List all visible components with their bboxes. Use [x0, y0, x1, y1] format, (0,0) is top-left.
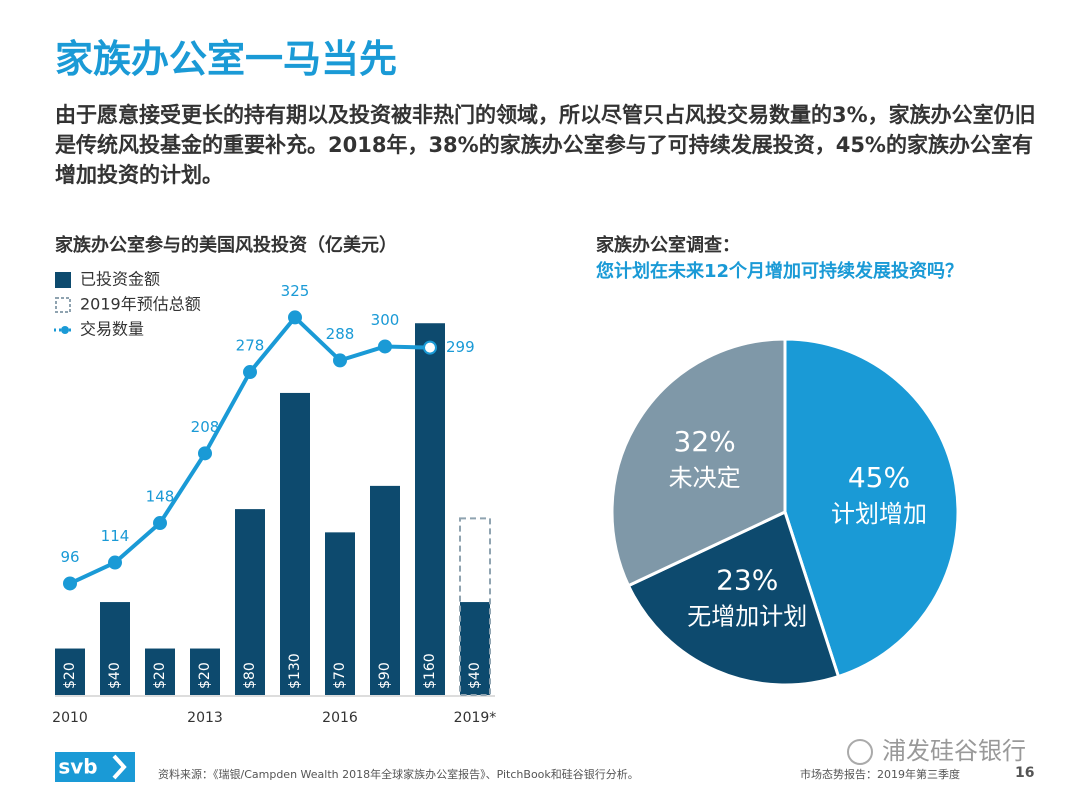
slice-value: 45% — [848, 461, 910, 494]
legend-swatch — [61, 326, 69, 334]
line-point — [288, 310, 302, 325]
bar — [370, 485, 400, 695]
slice-label: 计划增加 — [831, 500, 927, 528]
pie-slice — [610, 337, 787, 588]
line-point — [423, 340, 437, 355]
source: 资料来源：《瑞银/Campden Wealth 2018年全球家族办公室报告》、… — [158, 767, 639, 781]
legend-swatch — [55, 272, 71, 288]
x-tick-label: 2010 — [52, 710, 88, 726]
data-label: 208 — [191, 418, 220, 436]
slice-label: 无增加计划 — [687, 602, 807, 630]
data-label: 148 — [146, 488, 175, 506]
value-label: $20 — [152, 662, 168, 689]
page-number: 16 — [1015, 765, 1034, 781]
bar — [235, 509, 265, 695]
data-label: 114 — [101, 527, 130, 545]
pie-slice — [783, 337, 960, 679]
line-point — [153, 516, 167, 531]
pie-chart-title: 家族办公室调查： — [596, 234, 740, 256]
bar — [145, 648, 175, 695]
line-point — [63, 576, 77, 591]
report-label: 市场态势报告：2019年第三季度 — [800, 767, 960, 781]
value-label: $20 — [197, 662, 213, 689]
bar — [190, 648, 220, 695]
pie-chart-subtitle: 您计划在未来12个月增加可持续发展投资吗？ — [596, 260, 963, 282]
value-label: $90 — [377, 662, 393, 689]
data-label: 288 — [326, 325, 355, 343]
data-label: 96 — [60, 548, 79, 566]
x-tick-label: 2013 — [187, 710, 223, 726]
bar — [325, 532, 355, 695]
bar-chart-title: 家族办公室参与的美国风投投资（亿美元） — [55, 234, 397, 256]
value-label: $40 — [107, 662, 123, 689]
data-label: 278 — [236, 337, 265, 355]
line-point — [333, 353, 347, 368]
line-point — [108, 555, 122, 570]
bar — [55, 648, 85, 695]
line-point — [243, 365, 257, 380]
slice-label: 未决定 — [669, 464, 741, 492]
watermark-icon — [847, 739, 873, 765]
slice-value: 32% — [674, 425, 736, 458]
legend-label: 交易数量 — [80, 320, 144, 339]
logo-text: svb — [58, 755, 97, 779]
value-label: $40 — [467, 662, 483, 689]
logo-chevron — [112, 754, 127, 780]
x-tick-label: 2019* — [454, 710, 497, 726]
line-point — [378, 339, 392, 354]
estimate-bar — [459, 517, 491, 696]
line-point — [198, 446, 212, 461]
value-label: $20 — [62, 662, 78, 689]
slice-value: 23% — [716, 563, 778, 596]
value-label: $160 — [422, 653, 438, 689]
data-label: 300 — [371, 311, 400, 329]
legend-label: 已投资金额 — [80, 270, 160, 289]
value-label: $80 — [242, 662, 258, 689]
data-label: 325 — [281, 282, 310, 300]
slide-title: 家族办公室一马当先 — [55, 37, 398, 81]
bar — [100, 602, 130, 695]
pie-slice — [626, 509, 841, 687]
legend-label: 2019年预估总额 — [80, 295, 201, 314]
bar — [280, 392, 310, 695]
value-label: $70 — [332, 662, 348, 689]
x-tick-label: 2016 — [322, 710, 358, 726]
summary: 由于愿意接受更长的持有期以及投资被非热门的领域，所以尽管只占风投交易数量的3%，… — [55, 103, 1036, 187]
value-label: $130 — [287, 653, 303, 689]
legend-swatch — [55, 297, 71, 313]
data-label: 299 — [446, 338, 475, 356]
watermark: 浦发硅谷银行 — [882, 737, 1026, 765]
bar — [415, 323, 445, 695]
bar — [460, 602, 490, 695]
